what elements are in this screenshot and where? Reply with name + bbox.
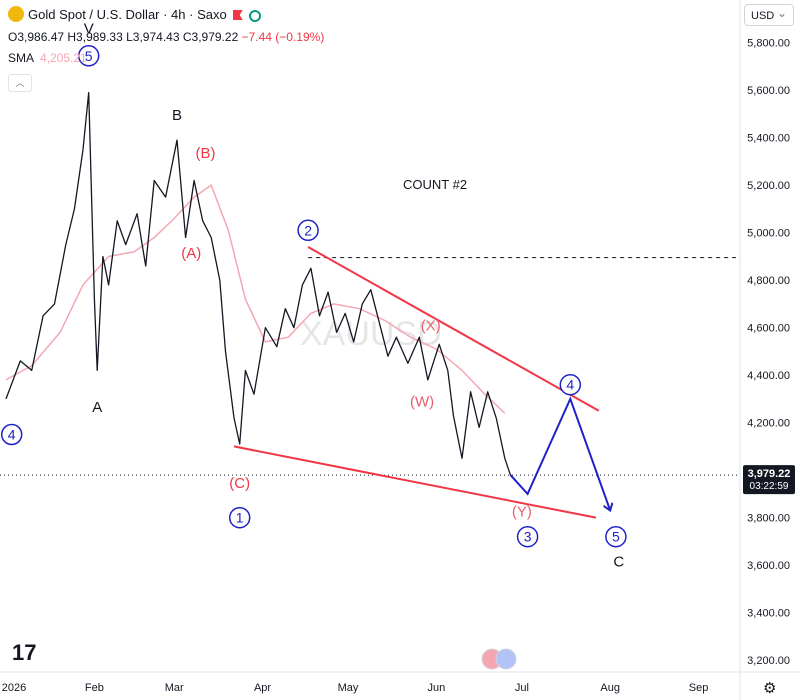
- x-tick-label: 2026: [2, 682, 26, 694]
- wave-label-text: 3: [524, 529, 532, 545]
- wave-label-text: 5: [612, 529, 620, 545]
- price-line: [5, 91, 512, 476]
- countdown-label: 03:22:59: [750, 481, 789, 492]
- high-value: H3,989.33: [67, 30, 123, 44]
- wave-label-circle: [228, 506, 251, 529]
- x-tick-label: Mar: [165, 682, 184, 694]
- x-tick-label: Jun: [428, 682, 446, 694]
- flag-icon[interactable]: [232, 10, 243, 20]
- ohlc-readout: O3,986.47 H3,989.33 L3,974.43 C3,979.22 …: [8, 30, 324, 44]
- y-tick-label: 5,200.00: [747, 180, 790, 192]
- y-tick-label: 3,800.00: [747, 513, 790, 525]
- wave-label-text: 1: [236, 510, 244, 526]
- wave-label-text: V: [84, 21, 94, 38]
- y-tick-label: 3,400.00: [747, 608, 790, 620]
- wave-label-circle: [559, 373, 582, 396]
- currency-selector[interactable]: USD: [744, 2, 794, 26]
- sma-legend[interactable]: SMA 4,205.21: [8, 51, 87, 65]
- projected-wave-path: [509, 396, 610, 511]
- close-value: C3,979.22: [182, 30, 239, 44]
- wave-label-circle: [297, 219, 319, 242]
- wave-label-text: 2: [304, 222, 312, 238]
- y-tick-label: 4,800.00: [747, 275, 790, 287]
- currency-label: USD: [751, 10, 775, 22]
- y-tick-labels: 3,200.003,400.003,600.003,800.004,000.00…: [747, 38, 790, 667]
- plot-area[interactable]: [0, 0, 740, 672]
- settings-gear-icon[interactable]: ⚙: [763, 680, 777, 697]
- wave-label-text: (B): [196, 145, 216, 162]
- wave-label-text: (X): [421, 317, 441, 334]
- x-tick-label: Sep: [689, 682, 709, 694]
- wave-label-circle: [77, 45, 100, 67]
- y-tick-label: 4,400.00: [747, 370, 790, 382]
- count-label: COUNT #2: [403, 177, 467, 192]
- wave-label-text: C: [613, 554, 624, 571]
- x-tick-label: Jul: [515, 682, 529, 694]
- wave-label-circle: [516, 525, 539, 548]
- price-series: [5, 91, 512, 476]
- open-value: O3,986.47: [8, 30, 65, 44]
- sma-series: [5, 184, 506, 414]
- wave-label-text: (C): [229, 475, 250, 492]
- wave-label-text: B: [172, 107, 182, 124]
- y-tick-label: 4,600.00: [747, 323, 790, 335]
- y-tick-label: 5,600.00: [747, 85, 790, 97]
- current-price-box: 3,979.22 03:22:59: [743, 465, 795, 495]
- y-tick-label: 5,400.00: [747, 133, 790, 145]
- symbol-title: Gold Spot / U.S. Dollar · 4h · Saxo: [28, 7, 227, 22]
- collapse-legend-button[interactable]: ︿: [8, 74, 32, 92]
- x-tick-label: Feb: [85, 682, 104, 694]
- sma-line: [5, 184, 506, 414]
- x-tick-label: Apr: [254, 682, 271, 694]
- lower-trendline: [233, 445, 597, 519]
- tradingview-logo[interactable]: 17: [12, 640, 36, 665]
- upper-trendline: [307, 246, 600, 412]
- wave-label-text: (W): [410, 393, 434, 410]
- symbol-watermark: XAUUSD: [300, 315, 442, 353]
- chart-title[interactable]: Gold Spot / U.S. Dollar · 4h · Saxo: [8, 6, 261, 22]
- y-tick-label: 4,200.00: [747, 418, 790, 430]
- sma-value: 4,205.21: [40, 51, 87, 65]
- logo-text: 17: [12, 640, 36, 665]
- events-icon[interactable]: [481, 648, 517, 670]
- trendlines: [233, 246, 600, 519]
- change-value: −7.44 (−0.19%): [241, 30, 325, 44]
- wave-label-text: 5: [85, 48, 93, 64]
- low-value: L3,974.43: [126, 30, 180, 44]
- current-price-label: 3,979.22: [748, 468, 791, 480]
- level-lines: [0, 257, 740, 476]
- x-tick-labels: 2026 Feb Mar Apr May Jun Jul Aug Sep: [2, 682, 709, 694]
- sma-label: SMA: [8, 51, 35, 65]
- wave-label-circle: [0, 423, 23, 446]
- x-tick-label: Aug: [600, 682, 620, 694]
- y-tick-label: 5,800.00: [747, 38, 790, 50]
- wave-labels: V 5 A 4 B (B) (A) (C) 1 2 (X) (W) 4 (Y) 3 5 C: [0, 21, 627, 571]
- x-tick-label: May: [338, 682, 359, 694]
- y-tick-label: 5,000.00: [747, 228, 790, 240]
- projection-path: [509, 396, 610, 511]
- y-tick-label: 3,200.00: [747, 655, 790, 667]
- visibility-icon[interactable]: [248, 10, 261, 22]
- wave-label-text: A: [92, 399, 102, 416]
- wave-label-circle: [605, 525, 627, 548]
- wave-label-text: 4: [8, 427, 16, 443]
- wave-label-text: (A): [181, 245, 201, 262]
- wave-label-text: (Y): [512, 504, 532, 521]
- y-tick-label: 3,600.00: [747, 560, 790, 572]
- gold-coin-icon: [8, 6, 24, 22]
- wave-label-text: 4: [566, 377, 574, 393]
